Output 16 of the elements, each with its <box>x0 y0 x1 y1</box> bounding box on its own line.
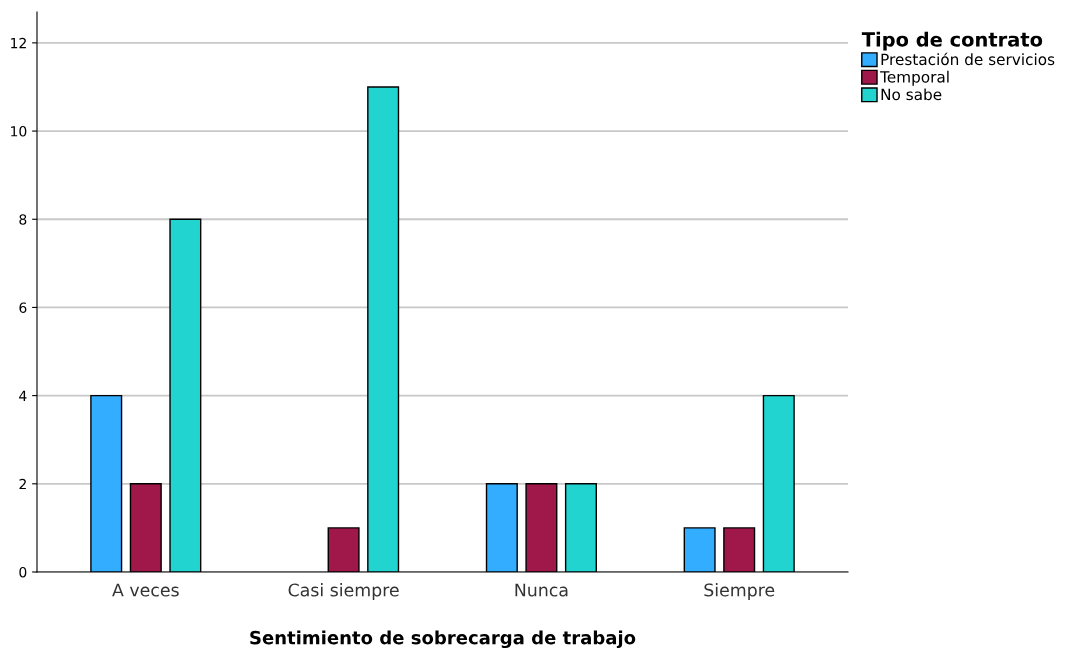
y-tick-label: 0 <box>19 566 27 578</box>
x-tick-label: Nunca <box>515 583 568 597</box>
y-tick-label: 2 <box>19 478 26 490</box>
x-axis-title: Sentimiento de sobrecarga de trabajo <box>250 630 636 649</box>
x-tick-label: A veces <box>112 583 179 597</box>
y-tick-label: 8 <box>19 214 27 225</box>
y-tick-label: 4 <box>19 390 27 401</box>
y-tick-label: 6 <box>19 302 27 313</box>
legend-label: No sabe <box>881 88 942 101</box>
legend-label: Temporal <box>880 70 949 86</box>
x-tick-label: Casi siempre <box>288 583 399 600</box>
legend-title: Tipo de contrato <box>861 31 1043 51</box>
y-tick-label: 10 <box>11 126 27 137</box>
x-tick-label: Siempre <box>704 583 775 600</box>
legend-label: Prestación de servicios <box>881 52 1055 66</box>
y-tick-label: 12 <box>11 37 26 49</box>
